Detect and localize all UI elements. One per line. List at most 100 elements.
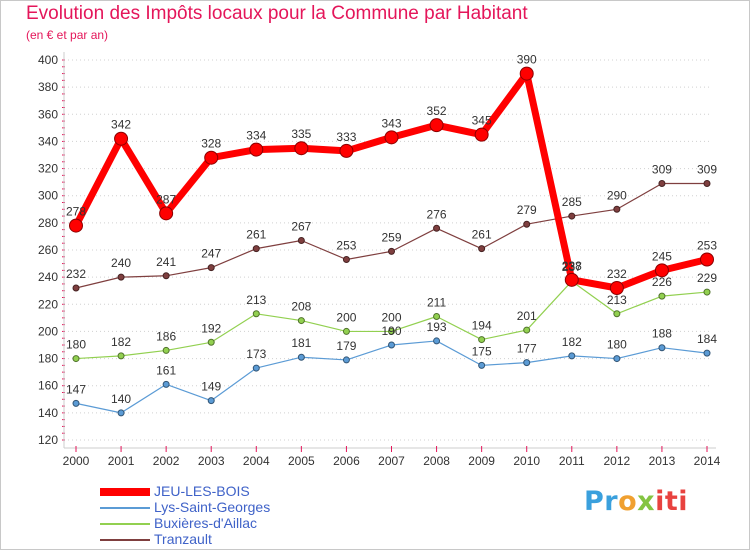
data-point	[342, 356, 350, 364]
data-label: 180	[607, 338, 627, 352]
data-label: 161	[156, 363, 176, 377]
y-tick-label: 140	[38, 406, 58, 420]
data-label: 194	[472, 319, 492, 333]
legend-label: Lys-Saint-Georges	[154, 499, 271, 515]
data-point	[72, 284, 80, 292]
data-point	[72, 355, 80, 363]
data-point	[162, 346, 170, 354]
y-tick-label: 220	[38, 297, 58, 311]
y-tick-label: 340	[38, 134, 58, 148]
data-label: 309	[697, 163, 717, 177]
data-point	[388, 327, 395, 335]
data-point	[658, 292, 666, 300]
data-point	[72, 399, 80, 407]
data-point	[429, 118, 444, 133]
data-point	[207, 264, 215, 272]
data-label: 247	[201, 247, 221, 261]
chart-subtitle: (en € et par an)	[26, 28, 109, 42]
data-point	[654, 263, 669, 278]
data-label: 186	[156, 329, 176, 343]
y-tick-label: 360	[38, 107, 58, 121]
data-point	[478, 336, 486, 344]
data-label: 184	[697, 332, 717, 346]
data-label: 333	[336, 130, 356, 144]
data-point	[703, 180, 711, 187]
x-tick-label: 2001	[108, 454, 135, 468]
y-tick-label: 400	[38, 53, 58, 67]
y-tick-label: 300	[38, 189, 58, 203]
y-tick-label: 320	[38, 162, 58, 176]
data-point	[117, 352, 125, 360]
data-point	[69, 218, 83, 233]
data-point	[252, 310, 260, 318]
data-label: 180	[66, 338, 86, 352]
data-label: 200	[381, 310, 401, 324]
y-tick-label: 280	[38, 216, 58, 230]
data-label: 226	[652, 275, 672, 289]
data-label: 190	[381, 324, 401, 338]
x-tick-label: 2013	[649, 454, 676, 468]
x-tick-label: 2004	[243, 454, 270, 468]
data-point	[207, 397, 215, 405]
legend-swatch	[100, 523, 150, 525]
data-point	[204, 150, 219, 165]
x-tick-label: 2005	[288, 454, 315, 468]
data-label: 149	[201, 380, 221, 394]
data-label: 181	[291, 336, 311, 350]
data-point	[162, 380, 170, 388]
y-tick-label: 260	[38, 243, 58, 257]
data-label: 240	[111, 256, 131, 270]
data-label: 328	[201, 137, 221, 151]
data-point	[474, 127, 489, 142]
data-point	[297, 353, 305, 361]
data-label: 245	[652, 249, 672, 263]
data-label: 261	[472, 228, 492, 242]
data-label: 267	[291, 220, 311, 234]
x-tick-label: 2008	[423, 454, 450, 468]
logo-part-o: o	[618, 486, 638, 517]
data-point	[297, 237, 305, 244]
y-tick-label: 180	[38, 352, 58, 366]
x-tick-label: 2010	[513, 454, 540, 468]
data-point	[433, 337, 441, 345]
legend-swatch	[100, 488, 150, 496]
y-tick-label: 200	[38, 324, 58, 338]
data-label: 229	[697, 271, 717, 285]
proxiti-logo: Proxiti	[584, 486, 688, 517]
data-label: 200	[336, 310, 356, 324]
data-label: 285	[562, 195, 582, 209]
data-label: 390	[517, 53, 537, 67]
data-point	[162, 272, 170, 280]
logo-part-pr: Pr	[584, 486, 619, 517]
data-label: 261	[246, 228, 266, 242]
data-label: 335	[291, 127, 311, 141]
data-label: 140	[111, 392, 131, 406]
data-point	[658, 344, 666, 352]
data-point	[342, 256, 350, 263]
legend-swatch	[100, 539, 150, 541]
legend-label: Buxières-d'Aillac	[154, 515, 258, 531]
data-label: 279	[517, 203, 537, 217]
data-label: 188	[652, 327, 672, 341]
data-label: 232	[607, 267, 627, 281]
y-tick-label: 240	[38, 270, 58, 284]
data-point	[609, 281, 624, 295]
x-tick-label: 2009	[468, 454, 495, 468]
data-point	[433, 313, 441, 320]
data-point	[339, 143, 354, 158]
data-label: 213	[246, 293, 266, 307]
chart-title: Evolution des Impôts locaux pour la Comm…	[26, 3, 528, 24]
data-point	[568, 212, 576, 220]
data-label: 177	[517, 342, 537, 356]
legend-label: Tranzault	[154, 531, 212, 547]
data-point	[249, 142, 264, 157]
data-label: 241	[156, 255, 176, 269]
data-label: 259	[381, 230, 401, 244]
data-label: 342	[111, 118, 131, 132]
data-point	[703, 288, 711, 296]
data-point	[117, 409, 125, 417]
data-point	[117, 273, 125, 281]
data-label: 182	[111, 335, 131, 349]
legend-swatch	[100, 507, 150, 509]
data-point	[564, 272, 579, 287]
